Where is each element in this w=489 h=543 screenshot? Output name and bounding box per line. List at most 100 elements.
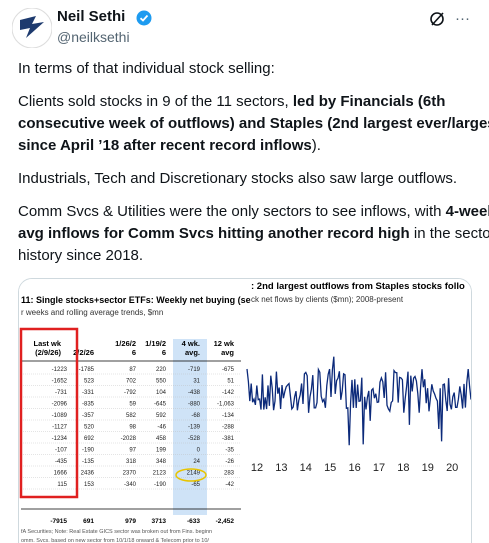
column-header: 4 wk. xyxy=(182,339,200,348)
paragraph: Industrials, Tech and Discretionary stoc… xyxy=(18,168,489,190)
grok-icon[interactable] xyxy=(428,10,446,28)
table-cell: -142 xyxy=(222,390,235,396)
table-cell: 692 xyxy=(84,436,95,442)
bold-text: since April ’18 after recent record infl… xyxy=(18,137,312,154)
table-cell: 2149 xyxy=(187,471,201,477)
table-cell: 104 xyxy=(156,390,167,396)
table-cell: 550 xyxy=(156,379,167,385)
text-line: history since 2018. xyxy=(18,245,489,267)
bold-text: led by Financials (6th xyxy=(292,93,446,110)
table-cell: -42 xyxy=(225,482,234,488)
table-cell: 51 xyxy=(227,379,234,385)
paragraph: In terms of that individual stock sellin… xyxy=(18,58,489,80)
table-cell: 31 xyxy=(193,379,200,385)
table-cell: 582 xyxy=(126,413,137,419)
table-cell: -880 xyxy=(188,402,201,408)
author-name[interactable]: Neil Sethi xyxy=(57,8,126,25)
bold-text: consecutive week of outflows) and Staple… xyxy=(18,115,489,132)
table-cell: 318 xyxy=(126,459,137,465)
table-cell: 2123 xyxy=(153,471,167,477)
table-cell: 283 xyxy=(224,471,235,477)
x-tick-label: 15 xyxy=(324,462,336,474)
x-tick-label: 12 xyxy=(251,462,263,474)
table-cell: -46 xyxy=(157,425,166,431)
text-line: Clients sold stocks in 9 of the 11 secto… xyxy=(18,91,489,113)
table-cell: -1127 xyxy=(52,425,68,431)
table-cell: 0 xyxy=(197,448,201,454)
tweet-image[interactable]: : 2nd largest outflows from Staples stoc… xyxy=(18,278,472,543)
text: Comm Svcs & Utilities were the only sect… xyxy=(18,203,446,220)
x-tick-label: 19 xyxy=(422,462,434,474)
table-cell: 199 xyxy=(156,448,167,454)
table-cell: -731 xyxy=(55,390,68,396)
image-content: : 2nd largest outflows from Staples stoc… xyxy=(19,279,471,543)
table-cell: -645 xyxy=(154,402,167,408)
table-cell: 458 xyxy=(156,436,167,442)
table-cell: 97 xyxy=(129,448,136,454)
table-cell: 520 xyxy=(84,425,95,431)
table-cell: 2436 xyxy=(81,471,95,477)
footnote: omm. Svcs. based on new sector from 10/1… xyxy=(21,538,209,543)
text-line: consecutive week of outflows) and Staple… xyxy=(18,113,489,135)
table-cell: -675 xyxy=(222,367,235,373)
text: history since 2018. xyxy=(18,247,144,264)
table-cell: -1785 xyxy=(79,367,95,373)
table-cell: 523 xyxy=(84,379,95,385)
table-cell: -438 xyxy=(188,390,201,396)
table-cell: 2370 xyxy=(123,471,137,477)
table-cell: 115 xyxy=(57,482,67,488)
highlight-column xyxy=(173,339,207,515)
table-cell: -357 xyxy=(82,413,95,419)
table-cell: 98 xyxy=(129,425,136,431)
text-line: Comm Svcs & Utilities were the only sect… xyxy=(18,201,489,223)
column-header: 6 xyxy=(132,348,136,357)
table-cell: 592 xyxy=(156,413,167,419)
table-cell: -331 xyxy=(82,390,95,396)
column-header: (2/9/26) xyxy=(35,348,61,357)
author-handle[interactable]: @neilksethi xyxy=(57,29,130,45)
column-header: avg xyxy=(221,348,234,357)
avatar[interactable] xyxy=(12,8,52,48)
column-header: 12 wk xyxy=(214,339,235,348)
column-header: 2/2/26 xyxy=(73,348,94,357)
verified-badge xyxy=(136,10,152,26)
table-cell: 348 xyxy=(156,459,167,465)
total-cell: -633 xyxy=(187,518,200,525)
chart-subtitle: ck net flows by clients ($mn); 2008-pres… xyxy=(251,295,404,304)
table-cell: -26 xyxy=(225,459,234,465)
table-cell: -835 xyxy=(82,402,95,408)
text-line: Industrials, Tech and Discretionary stoc… xyxy=(18,168,489,190)
text-line: avg inflows for Comm Svcs hitting anothe… xyxy=(18,223,489,245)
x-tick-label: 14 xyxy=(300,462,312,474)
total-cell: 691 xyxy=(83,518,94,525)
yellow-circle xyxy=(175,468,207,482)
table-cell: -2028 xyxy=(121,436,137,442)
paragraph: Comm Svcs & Utilities were the only sect… xyxy=(18,201,489,267)
more-button[interactable]: ··· xyxy=(455,10,470,27)
table-cell: 24 xyxy=(193,459,200,465)
table-cell: -134 xyxy=(222,413,235,419)
text: ). xyxy=(311,137,321,154)
column-header: 6 xyxy=(162,348,166,357)
text: Clients sold stocks in 9 of the 11 secto… xyxy=(18,93,293,110)
table-cell: -68 xyxy=(191,413,200,419)
total-cell: -7915 xyxy=(50,518,67,525)
table-cell: -2096 xyxy=(52,402,68,408)
table-cell: -65 xyxy=(191,482,200,488)
x-tick-label: 16 xyxy=(348,462,360,474)
table-cell: 220 xyxy=(156,367,167,373)
table-cell: -1234 xyxy=(52,436,68,442)
table-cell: -381 xyxy=(222,436,235,442)
table-cell: -435 xyxy=(55,459,68,465)
table-title: 11: Single stocks+sector ETFs: Weekly ne… xyxy=(21,295,251,305)
bold-text: 4-week xyxy=(445,203,489,220)
table-cell: 59 xyxy=(129,402,136,408)
table-cell: -107 xyxy=(55,448,68,454)
table-cell: -1,063 xyxy=(217,402,235,408)
table-cell: -528 xyxy=(188,436,201,442)
column-header: 1/19/2 xyxy=(145,339,166,348)
table-cell: -35 xyxy=(225,448,234,454)
footnote: fA Securities; Note: Real Estate GICS se… xyxy=(21,529,212,535)
image-bg xyxy=(19,279,471,543)
